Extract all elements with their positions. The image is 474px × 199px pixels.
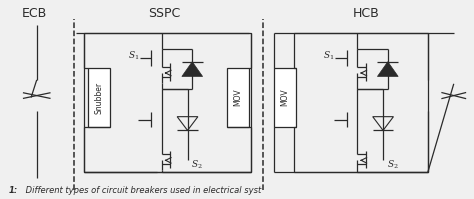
Bar [293,33,428,172]
Bar [227,68,249,127]
Text: $S_1$: $S_1$ [323,49,335,62]
Polygon shape [377,62,398,76]
Text: ECB: ECB [22,7,47,20]
Polygon shape [182,62,202,76]
Text: SSPC: SSPC [148,7,180,20]
Text: Snubber: Snubber [94,81,103,114]
Bar [88,68,110,127]
Bar [84,33,251,172]
Text: MOV: MOV [281,89,290,106]
Text: $S_1$: $S_1$ [128,49,139,62]
Text: $S_2$: $S_2$ [191,158,203,171]
Text: HCB: HCB [353,7,380,20]
Bar [274,68,296,127]
Text: $S_2$: $S_2$ [387,158,398,171]
Text: MOV: MOV [233,89,242,106]
Text: Different types of circuit breakers used in electrical syst: Different types of circuit breakers used… [23,186,261,195]
Text: 1:: 1: [9,186,18,195]
